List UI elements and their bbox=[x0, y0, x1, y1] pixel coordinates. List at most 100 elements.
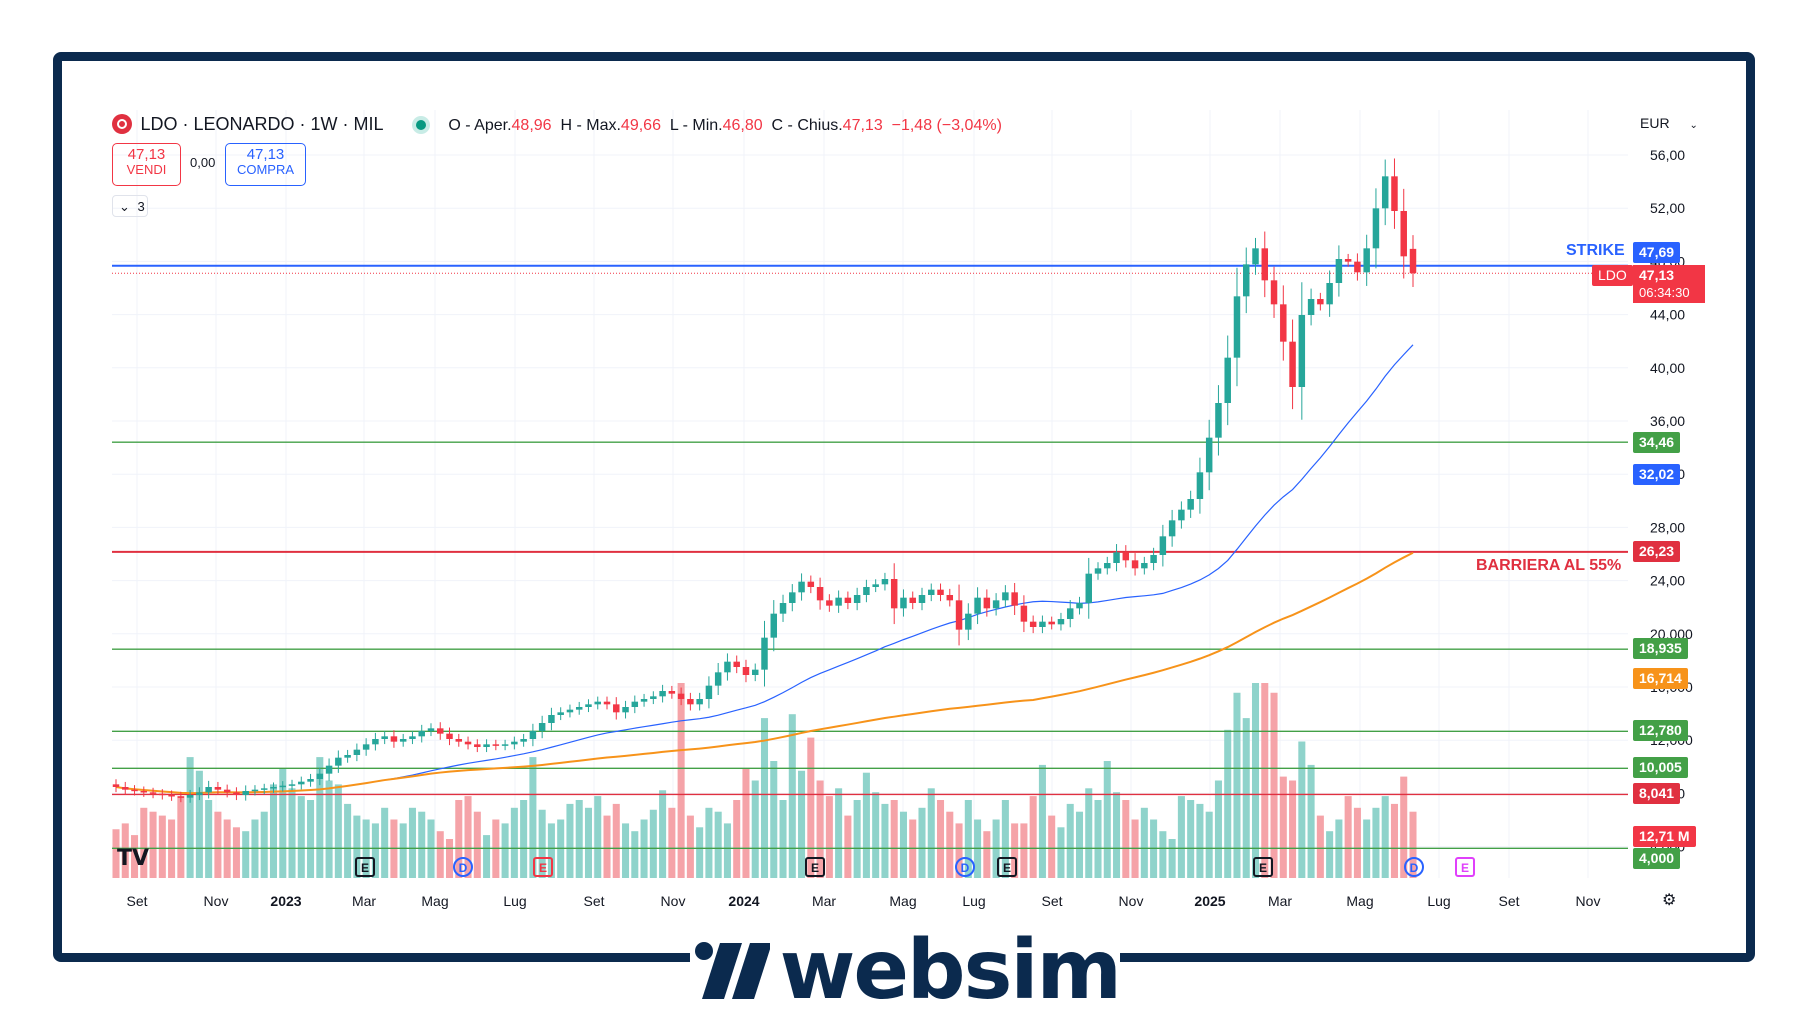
volume-bar bbox=[1233, 692, 1241, 878]
candle-body bbox=[168, 795, 175, 797]
y-tick-label: 56,00 bbox=[1650, 147, 1685, 163]
volume-bar bbox=[510, 807, 518, 878]
candle-body bbox=[974, 597, 981, 614]
symbol-header[interactable]: LDO · LEONARDO · 1W · MIL O - Aper.48,96… bbox=[112, 114, 1002, 135]
volume-bar bbox=[1251, 683, 1260, 878]
volume-bar bbox=[825, 796, 833, 878]
volume-bar bbox=[1094, 800, 1102, 878]
earnings-marker-icon[interactable]: E bbox=[533, 857, 553, 877]
spread-value: 0,00 bbox=[190, 155, 216, 170]
candle-body bbox=[131, 789, 138, 792]
x-tick-label: Mag bbox=[889, 893, 916, 909]
volume-bar bbox=[862, 772, 870, 878]
volume-bar bbox=[547, 823, 555, 878]
indicators-toggle[interactable]: ⌄ 3 bbox=[112, 195, 148, 217]
volume-bar bbox=[1159, 831, 1167, 878]
earnings-marker-icon[interactable]: E bbox=[997, 857, 1017, 877]
candle-body bbox=[344, 755, 351, 758]
candle-body bbox=[724, 661, 731, 673]
volume-bar bbox=[677, 683, 685, 878]
candle-body bbox=[566, 709, 574, 713]
candle-body bbox=[270, 787, 277, 789]
volume-bar bbox=[1205, 811, 1213, 878]
volume-bar bbox=[798, 770, 806, 878]
volume-bar bbox=[714, 811, 722, 878]
volume-bar bbox=[1113, 792, 1121, 878]
candle-body bbox=[1196, 472, 1204, 499]
candle-body bbox=[1363, 248, 1370, 273]
candle-body bbox=[1066, 608, 1074, 619]
earnings-marker-icon[interactable]: E bbox=[1253, 857, 1273, 877]
y-tick-label: 52,00 bbox=[1650, 200, 1685, 216]
volume-bar bbox=[371, 823, 379, 878]
candle-body bbox=[687, 699, 694, 705]
volume-bar bbox=[232, 827, 240, 878]
candle-body bbox=[1187, 499, 1194, 510]
volume-bar bbox=[214, 811, 222, 878]
ohlc-low: 46,80 bbox=[722, 117, 763, 134]
dividend-marker-icon[interactable]: D bbox=[453, 857, 473, 877]
volume-bar bbox=[1224, 729, 1232, 878]
candle-body bbox=[399, 739, 407, 742]
ohlc-high-label: H - Max. bbox=[560, 117, 621, 134]
candle-body bbox=[770, 613, 778, 638]
candle-body bbox=[890, 579, 898, 609]
settings-gear-icon[interactable]: ⚙ bbox=[1662, 892, 1677, 909]
symbol-name[interactable]: LDO · LEONARDO · 1W · MIL bbox=[140, 114, 384, 134]
volume-bar bbox=[1029, 796, 1037, 878]
barrier-label: BARRIERA AL 55% bbox=[1476, 557, 1622, 574]
volume-bar bbox=[279, 768, 287, 878]
candle-body bbox=[149, 792, 157, 794]
candle-body bbox=[631, 701, 639, 707]
x-tick-label: Set bbox=[1041, 893, 1062, 909]
candle-body bbox=[353, 749, 361, 755]
buy-button[interactable]: 47,13 COMPRA bbox=[225, 143, 306, 186]
candle-body bbox=[585, 704, 592, 707]
volume-bar bbox=[872, 792, 880, 878]
volume-bar bbox=[937, 800, 945, 878]
candle-body bbox=[1317, 299, 1324, 305]
candle-body bbox=[1381, 176, 1389, 209]
candle-body bbox=[1224, 357, 1231, 403]
candle-body bbox=[177, 796, 185, 798]
candle-body bbox=[983, 597, 991, 609]
dividend-marker-icon[interactable]: D bbox=[1404, 857, 1424, 877]
currency-select[interactable]: EUR ⌄ bbox=[1640, 115, 1698, 131]
volume-bar bbox=[353, 815, 361, 878]
candle-body bbox=[826, 600, 833, 606]
y-tick-label: 36,00 bbox=[1650, 413, 1685, 429]
volume-bar bbox=[334, 784, 342, 878]
candle-body bbox=[1205, 437, 1213, 473]
candle-body bbox=[1400, 211, 1407, 257]
volume-bar bbox=[696, 827, 704, 878]
volume-bar bbox=[1289, 780, 1297, 878]
x-tick-label: Nov bbox=[661, 893, 686, 909]
volume-bar bbox=[158, 815, 166, 878]
volume-bar bbox=[1214, 780, 1222, 878]
ohlc-close-label: C - Chius. bbox=[771, 117, 843, 134]
x-tick-label: Mag bbox=[1346, 893, 1373, 909]
candle-body bbox=[1233, 296, 1241, 358]
level-pill-12: 12,780 bbox=[1633, 720, 1688, 741]
y-tick-label: 40,00 bbox=[1650, 360, 1685, 376]
earnings-marker-icon[interactable]: E bbox=[1455, 857, 1475, 877]
candle-body bbox=[1326, 283, 1333, 305]
volume-bar bbox=[983, 831, 991, 878]
volume-bar bbox=[1326, 831, 1334, 878]
sell-button[interactable]: 47,13 VENDI bbox=[112, 143, 181, 186]
candle-body bbox=[650, 696, 657, 699]
volume-bar bbox=[149, 811, 157, 878]
volume-bar bbox=[1038, 764, 1046, 878]
volume-bar bbox=[1381, 796, 1389, 878]
volume-bar bbox=[316, 757, 324, 878]
earnings-marker-icon[interactable]: E bbox=[355, 857, 375, 877]
volume-bar bbox=[1187, 800, 1195, 878]
candle-body bbox=[798, 581, 805, 593]
x-tick-label: Nov bbox=[204, 893, 229, 909]
volume-bar bbox=[760, 718, 769, 878]
earnings-marker-icon[interactable]: E bbox=[805, 857, 825, 877]
dividend-marker-icon[interactable]: D bbox=[955, 857, 975, 877]
y-tick-label: 20,000 bbox=[1650, 626, 1693, 642]
volume-bar bbox=[1122, 800, 1130, 878]
